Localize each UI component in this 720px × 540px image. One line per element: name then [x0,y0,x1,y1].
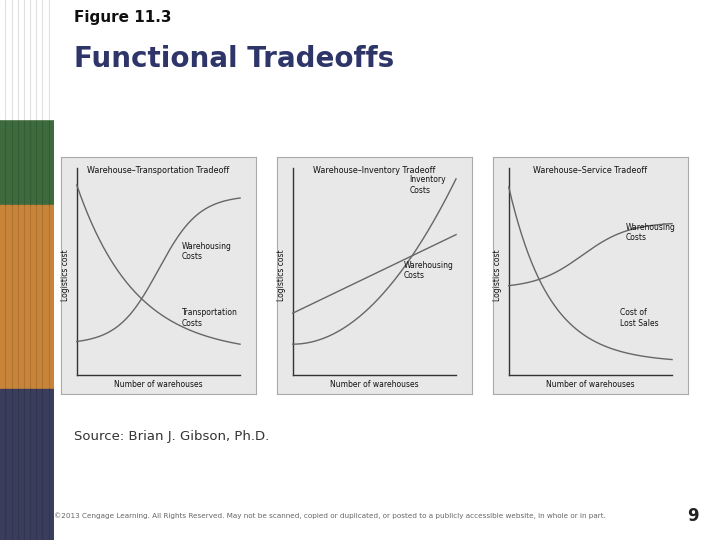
Text: Number of warehouses: Number of warehouses [330,381,419,389]
Text: Warehouse–Service Tradeoff: Warehouse–Service Tradeoff [534,166,647,175]
Text: Warehousing
Costs: Warehousing Costs [403,261,454,280]
Text: Transportation
Costs: Transportation Costs [181,308,238,328]
Bar [0,205,54,389]
Text: Warehousing
Costs: Warehousing Costs [181,242,232,261]
Text: Figure 11.3: Figure 11.3 [74,10,171,24]
Text: Warehousing
Costs: Warehousing Costs [626,223,675,242]
Text: Inventory
Costs: Inventory Costs [410,176,446,195]
Text: Warehouse–Inventory Tradeoff: Warehouse–Inventory Tradeoff [313,166,436,175]
Text: Source: Brian J. Gibson, Ph.D.: Source: Brian J. Gibson, Ph.D. [74,430,269,443]
Text: Number of warehouses: Number of warehouses [546,381,635,389]
Text: Logistics cost: Logistics cost [492,249,502,301]
Text: Cost of
Lost Sales: Cost of Lost Sales [620,308,658,328]
Text: Number of warehouses: Number of warehouses [114,381,203,389]
Text: ©2013 Cengage Learning. All Rights Reserved. May not be scanned, copied or dupli: ©2013 Cengage Learning. All Rights Reser… [54,512,606,519]
Bar [0,0,54,205]
Text: Functional Tradeoffs: Functional Tradeoffs [74,45,395,73]
Bar [0,389,54,540]
Text: Logistics cost: Logistics cost [276,249,286,301]
Text: Logistics cost: Logistics cost [60,249,70,301]
Bar [0,0,54,119]
Text: 9: 9 [687,507,699,525]
Text: Warehouse–Transportation Tradeoff: Warehouse–Transportation Tradeoff [87,166,230,175]
